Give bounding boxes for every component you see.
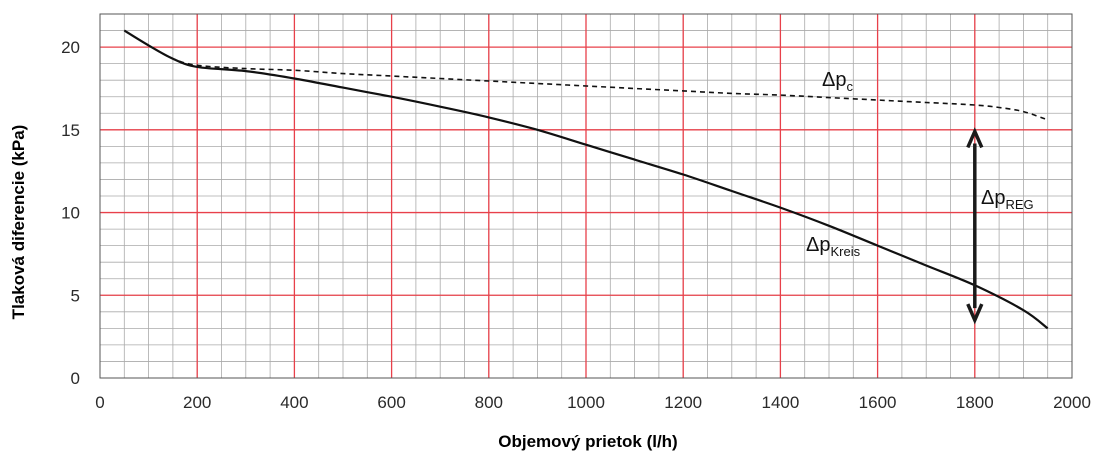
arrow-head-down: [966, 303, 984, 325]
x-axis-ticks: 0 200 400 600 800 1000 1200 1400 1600 1800 2000: [95, 393, 1091, 412]
y-tick-label: 10: [61, 204, 80, 223]
y-tick-label: 0: [71, 369, 80, 388]
x-tick-label: 1200: [664, 393, 702, 412]
x-tick-label: 1400: [761, 393, 799, 412]
annotation-label-dp-reg-subscript: REG: [1005, 197, 1033, 212]
x-tick-label: 1800: [956, 393, 994, 412]
x-axis-title: Objemový prietok (l/h): [498, 432, 677, 451]
x-tick-label: 1600: [859, 393, 897, 412]
x-tick-label: 400: [280, 393, 308, 412]
x-tick-label: 600: [377, 393, 405, 412]
series-label-dp-kreis-main: Δp: [806, 234, 830, 256]
y-tick-label: 5: [71, 286, 80, 305]
y-axis-title: Tlaková diferencie (kPa): [9, 125, 28, 320]
series-label-dp-kreis: ΔpKreis: [806, 234, 861, 259]
annotation-layer: [966, 127, 984, 325]
y-axis-ticks: 0 5 10 15 20: [61, 38, 80, 388]
series-label-dp-c-subscript: c: [846, 79, 853, 94]
series-label-dp-kreis-subscript: Kreis: [830, 244, 860, 259]
annotation-label-dp-reg: ΔpREG: [981, 187, 1034, 212]
series-line-dp-kreis: [123, 29, 1049, 330]
plot-frame: [99, 13, 1073, 379]
x-tick-label: 1000: [567, 393, 605, 412]
x-tick-label: 800: [475, 393, 503, 412]
y-tick-label: 20: [61, 38, 80, 57]
x-tick-label: 0: [95, 393, 104, 412]
series-line-dp-c: [123, 29, 1048, 121]
y-tick-label: 15: [61, 121, 80, 140]
x-tick-label: 200: [183, 393, 211, 412]
series-layer: [123, 29, 1049, 330]
annotation-label-dp-reg-main: Δp: [981, 187, 1005, 209]
x-tick-label: 2000: [1053, 393, 1091, 412]
series-label-dp-c: Δpc: [822, 69, 853, 94]
series-label-dp-c-main: Δp: [822, 69, 846, 91]
arrow-head-up: [966, 127, 984, 149]
